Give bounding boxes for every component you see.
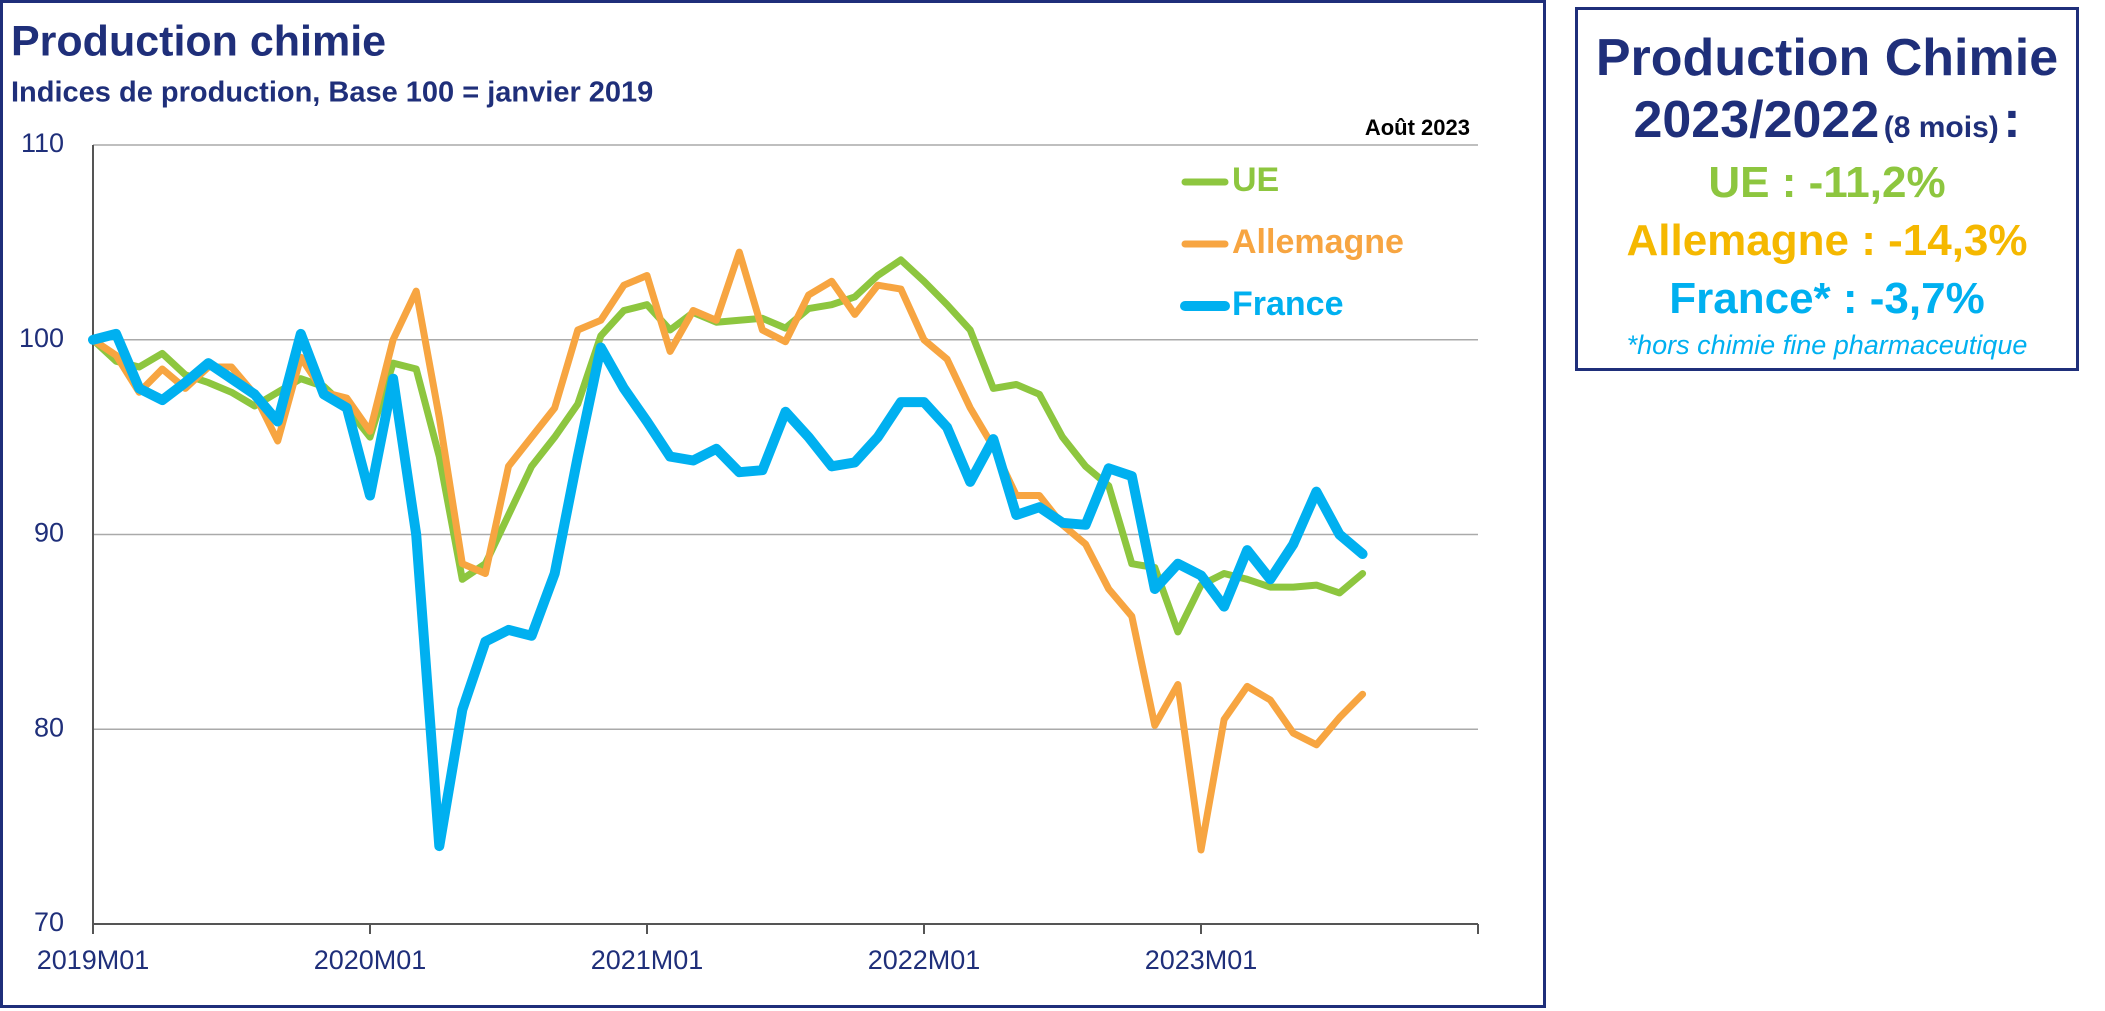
summary-title: Production Chimie	[1595, 29, 2059, 87]
legend-label: UE	[1232, 161, 1279, 199]
y-tick-label: 80	[34, 712, 64, 742]
summary-items: UE : -11,2% Allemagne : -14,3% France* : -…	[1578, 158, 2076, 324]
summary-period-note: (8 mois)	[1883, 111, 1999, 144]
legend-label: Allemagne	[1232, 223, 1404, 261]
x-tick-label: 2022M01	[868, 945, 981, 975]
summary-colon: :	[2003, 91, 2021, 149]
chart: Production chimie Indices de production,…	[0, 0, 1546, 1008]
y-tick-label: 110	[21, 128, 64, 158]
y-tick-label: 100	[19, 323, 64, 353]
summary-item: UE : -11,2%	[1708, 158, 1946, 207]
summary-item: Allemagne : -14,3%	[1626, 216, 2028, 265]
y-tick-label: 70	[34, 907, 64, 937]
summary-item: France* : -3,7%	[1669, 274, 1985, 323]
chart-subtitle: Indices de production, Base 100 = janvie…	[11, 77, 653, 109]
y-tick-label: 90	[34, 518, 64, 548]
x-tick-label: 2019M01	[37, 945, 150, 975]
line-series	[89, 248, 1367, 854]
x-tick-label: 2021M01	[591, 945, 704, 975]
summary-footnote: *hors chimie fine pharmaceutique	[1626, 330, 2028, 360]
annotation: Août 2023	[1365, 115, 1470, 140]
chart-title: Production chimie	[11, 17, 386, 65]
summary-period: 2023/2022	[1633, 91, 1880, 149]
summary-period-line: 2023/2022 (8 mois) :	[1578, 90, 2076, 150]
line-series	[88, 328, 1368, 852]
x-tick-label: 2020M01	[314, 945, 427, 975]
summary-box: Production Chimie 2023/2022 (8 mois) : U…	[1575, 7, 2079, 371]
chart-frame	[0, 0, 1546, 1008]
legend-label: France	[1232, 285, 1344, 323]
x-tick-label: 2023M01	[1145, 945, 1258, 975]
